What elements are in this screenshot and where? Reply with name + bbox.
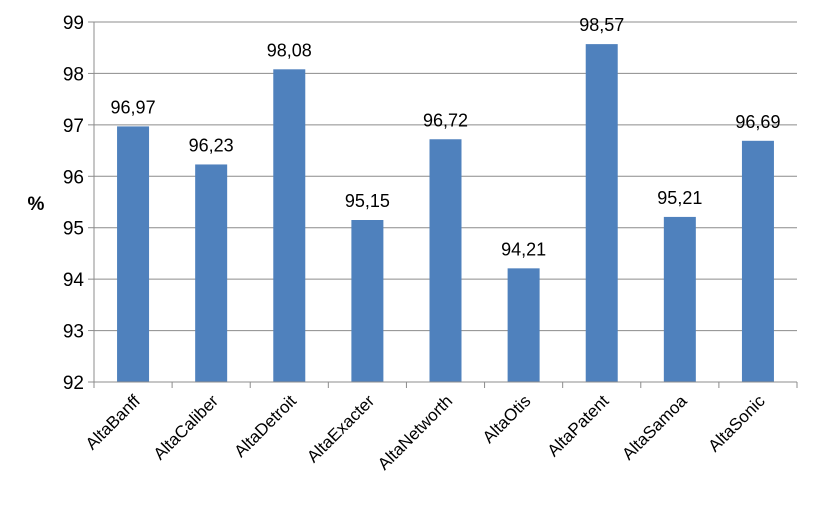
ytick-label-93: 93 <box>63 322 84 343</box>
ytick-label-92: 92 <box>63 373 84 394</box>
bar-AltaExacter <box>351 220 384 382</box>
data-label-AltaBanff: 96,97 <box>111 97 156 117</box>
bar-AltaOtis <box>507 268 540 382</box>
bar-AltaNetworth <box>429 139 462 382</box>
ytick-label-99: 99 <box>63 13 84 34</box>
y-axis-label: % <box>28 194 45 215</box>
data-label-AltaNetworth: 96,72 <box>423 110 468 130</box>
bar-AltaCaliber <box>195 164 228 382</box>
bar-AltaSonic <box>741 140 774 382</box>
data-label-AltaPatent: 98,57 <box>579 15 624 35</box>
xtick-label-AltaExacter: AltaExacter <box>303 391 378 466</box>
ytick-label-96: 96 <box>63 167 84 188</box>
xtick-label-AltaSamoa: AltaSamoa <box>618 391 691 464</box>
data-label-AltaDetroit: 98,08 <box>267 40 312 60</box>
bar-AltaSamoa <box>663 216 696 382</box>
xtick-label-AltaPatent: AltaPatent <box>544 391 613 460</box>
data-label-AltaSamoa: 95,21 <box>657 188 702 208</box>
bar-AltaDetroit <box>273 69 306 383</box>
ytick-label-97: 97 <box>63 116 84 137</box>
ytick-label-98: 98 <box>63 64 84 85</box>
xtick-label-AltaSonic: AltaSonic <box>705 391 770 456</box>
xtick-label-AltaNetworth: AltaNetworth <box>374 391 456 473</box>
ytick-label-94: 94 <box>63 270 85 291</box>
xtick-label-AltaCaliber: AltaCaliber <box>150 391 222 463</box>
xtick-label-AltaOtis: AltaOtis <box>479 391 535 447</box>
data-label-AltaSonic: 96,69 <box>735 112 780 132</box>
ytick-label-95: 95 <box>63 219 84 240</box>
xtick-label-AltaBanff: AltaBanff <box>82 391 144 453</box>
data-label-AltaOtis: 94,21 <box>501 239 546 259</box>
xtick-label-AltaDetroit: AltaDetroit <box>231 391 301 461</box>
data-label-AltaCaliber: 96,23 <box>189 135 234 155</box>
bars <box>117 44 774 383</box>
data-label-AltaExacter: 95,15 <box>345 191 390 211</box>
axes <box>88 21 798 388</box>
bar-AltaPatent <box>585 44 618 382</box>
bar-AltaBanff <box>117 126 150 383</box>
